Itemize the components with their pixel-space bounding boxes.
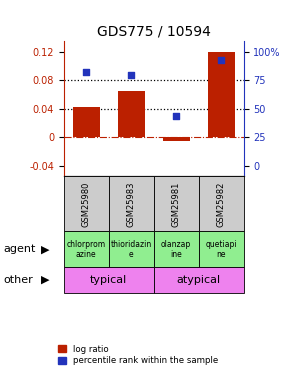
Text: ▶: ▶ (41, 244, 49, 254)
Text: chlorprom
azine: chlorprom azine (67, 240, 106, 259)
Bar (163, 137, 190, 141)
Point (219, 57, 224, 63)
Text: typical: typical (90, 275, 127, 285)
Text: quetiapi
ne: quetiapi ne (205, 240, 237, 259)
FancyBboxPatch shape (154, 267, 244, 292)
Text: other: other (3, 275, 33, 285)
Point (174, 112, 179, 118)
Point (129, 72, 134, 78)
Text: GSM25980: GSM25980 (82, 181, 91, 226)
Bar (208, 52, 235, 137)
FancyBboxPatch shape (64, 267, 154, 292)
FancyBboxPatch shape (154, 176, 199, 231)
FancyBboxPatch shape (109, 231, 154, 267)
Text: ▶: ▶ (41, 275, 49, 285)
Bar (118, 91, 145, 137)
FancyBboxPatch shape (154, 231, 199, 267)
FancyBboxPatch shape (64, 176, 109, 231)
Text: GSM25982: GSM25982 (217, 181, 226, 226)
Point (84, 69, 89, 75)
Legend: log ratio, percentile rank within the sample: log ratio, percentile rank within the sa… (57, 343, 220, 367)
Title: GDS775 / 10594: GDS775 / 10594 (97, 25, 211, 39)
Text: GSM25983: GSM25983 (127, 181, 136, 226)
Text: agent: agent (3, 244, 35, 254)
Bar (73, 107, 100, 137)
Text: atypical: atypical (177, 275, 221, 285)
FancyBboxPatch shape (64, 231, 109, 267)
Text: thioridazin
e: thioridazin e (110, 240, 152, 259)
Text: olanzap
ine: olanzap ine (161, 240, 191, 259)
FancyBboxPatch shape (199, 231, 244, 267)
FancyBboxPatch shape (109, 176, 154, 231)
Text: GSM25981: GSM25981 (172, 181, 181, 226)
FancyBboxPatch shape (199, 176, 244, 231)
